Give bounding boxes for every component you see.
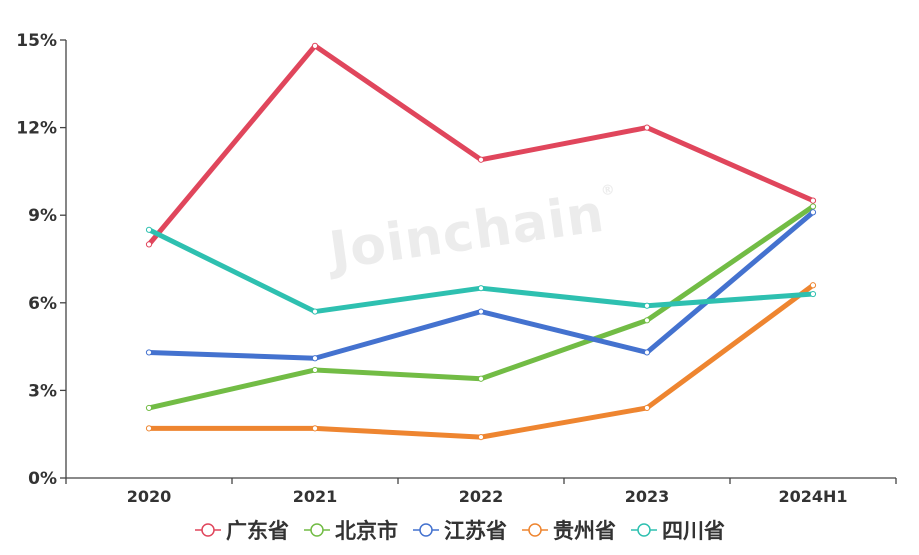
y-tick-label: 9% — [28, 206, 57, 226]
data-point[interactable] — [643, 124, 651, 131]
legend-item[interactable]: 贵州省 — [521, 515, 616, 545]
legend-line-circle-icon — [195, 523, 221, 537]
y-tick-label: 0% — [28, 469, 57, 489]
x-tick-label: 2024H1 — [778, 487, 847, 506]
data-point[interactable] — [643, 404, 651, 412]
legend-item[interactable]: 北京市 — [303, 515, 398, 545]
data-point[interactable] — [477, 156, 485, 163]
y-tick-label: 3% — [28, 381, 57, 401]
y-tick-label: 12% — [16, 119, 57, 139]
data-point[interactable] — [809, 197, 817, 204]
series-line[interactable] — [145, 42, 817, 248]
x-tick-label: 2020 — [127, 487, 172, 506]
data-point[interactable] — [145, 226, 153, 233]
data-point[interactable] — [145, 404, 153, 412]
line-chart: 0% 3% 6% 9% 12% 15% 2020 2021 2022 2023 2024H1 — [16, 31, 897, 506]
data-point[interactable] — [311, 42, 319, 49]
data-point[interactable] — [477, 375, 485, 382]
legend-label: 江苏省 — [444, 519, 507, 543]
series-line[interactable] — [145, 282, 817, 441]
series-line[interactable] — [145, 203, 817, 412]
y-tick-label: 15% — [16, 31, 57, 51]
legend-label: 贵州省 — [553, 519, 616, 543]
legend-line-circle-icon — [304, 523, 330, 537]
data-point[interactable] — [477, 285, 485, 292]
series-lines — [145, 42, 817, 441]
x-axis: 2020 2021 2022 2023 2024H1 — [65, 477, 897, 506]
legend-line-circle-icon — [631, 523, 657, 537]
legend-line-circle-icon — [413, 523, 439, 537]
data-point[interactable] — [311, 308, 319, 315]
legend-item[interactable]: 广东省 — [194, 515, 289, 545]
data-point[interactable] — [477, 308, 485, 315]
data-point[interactable] — [809, 203, 817, 210]
data-point[interactable] — [145, 425, 153, 432]
data-point[interactable] — [311, 355, 319, 362]
data-point[interactable] — [809, 290, 817, 298]
series-line[interactable] — [145, 209, 817, 362]
legend-item[interactable]: 江苏省 — [412, 515, 507, 545]
x-tick-label: 2023 — [625, 487, 670, 506]
legend-label: 北京市 — [335, 519, 398, 543]
legend-label: 广东省 — [226, 519, 289, 543]
data-point[interactable] — [311, 425, 319, 432]
data-point[interactable] — [643, 349, 651, 356]
data-point[interactable] — [311, 366, 319, 374]
legend-line-circle-icon — [522, 523, 548, 537]
data-point[interactable] — [809, 282, 817, 289]
x-tick-label: 2021 — [293, 487, 338, 506]
data-point[interactable] — [643, 317, 651, 324]
x-tick-label: 2022 — [459, 487, 504, 506]
y-axis: 0% 3% 6% 9% 12% 15% — [16, 31, 67, 489]
data-point[interactable] — [643, 302, 651, 309]
data-point[interactable] — [477, 434, 485, 441]
data-point[interactable] — [145, 349, 153, 356]
legend-label: 四川省 — [662, 519, 725, 543]
y-tick-label: 6% — [28, 294, 57, 314]
legend: 广东省 北京市 江苏省 贵州省 四川省 — [0, 512, 919, 548]
data-point[interactable] — [145, 241, 153, 248]
legend-item[interactable]: 四川省 — [630, 515, 725, 545]
data-point[interactable] — [809, 209, 817, 216]
series-line[interactable] — [145, 226, 817, 315]
